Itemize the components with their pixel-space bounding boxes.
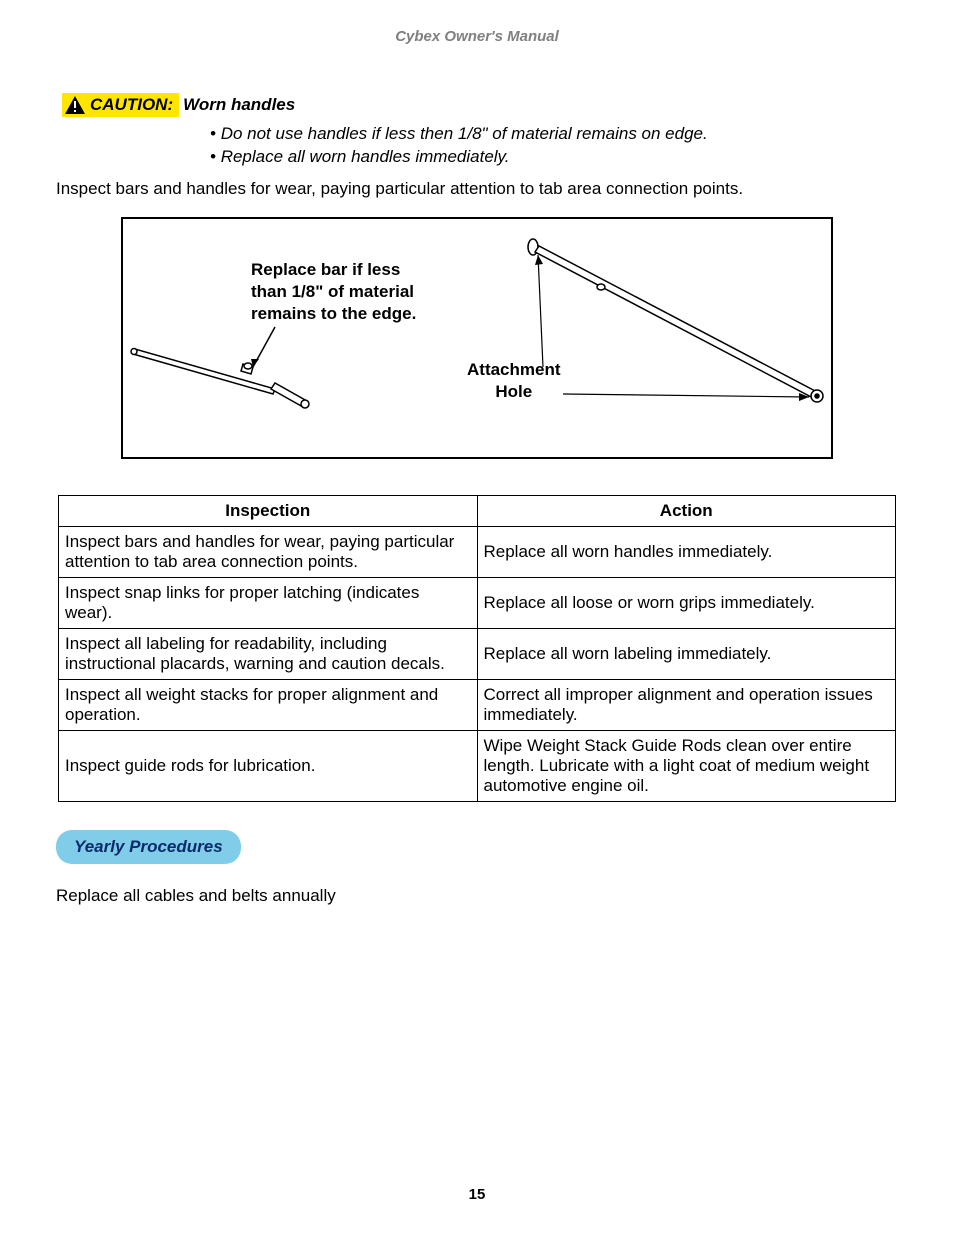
table-row: Inspect all weight stacks for proper ali… xyxy=(59,679,896,730)
cell-action: Wipe Weight Stack Guide Rods clean over … xyxy=(477,730,896,801)
bullet-item: Replace all worn handles immediately. xyxy=(210,146,954,169)
intro-text: Inspect bars and handles for wear, payin… xyxy=(56,179,898,199)
caution-bullets: Do not use handles if less then 1/8" of … xyxy=(210,123,954,169)
header-title: Cybex Owner's Manual xyxy=(395,28,559,45)
inspection-table: Inspection Action Inspect bars and handl… xyxy=(58,495,896,802)
cell-action: Replace all loose or worn grips immediat… xyxy=(477,577,896,628)
cell-action: Replace all worn handles immediately. xyxy=(477,526,896,577)
bullet-item: Do not use handles if less then 1/8" of … xyxy=(210,123,954,146)
caution-badge: CAUTION: xyxy=(62,93,179,117)
yearly-body: Replace all cables and belts annually xyxy=(56,886,898,906)
warning-triangle-icon xyxy=(64,95,86,115)
caution-row: CAUTION: Worn handles xyxy=(62,93,954,117)
table-row: Inspect all labeling for readability, in… xyxy=(59,628,896,679)
diagram-callout: Replace bar if less than 1/8" of materia… xyxy=(251,259,416,325)
cell-inspection: Inspect snap links for proper latching (… xyxy=(59,577,478,628)
cell-action: Replace all worn labeling immediately. xyxy=(477,628,896,679)
page-header: Cybex Owner's Manual xyxy=(0,0,954,45)
yearly-procedures-pill: Yearly Procedures xyxy=(56,830,241,864)
diagram-box: Replace bar if less than 1/8" of materia… xyxy=(121,217,833,459)
cell-inspection: Inspect all weight stacks for proper ali… xyxy=(59,679,478,730)
page-number: 15 xyxy=(0,1186,954,1203)
cell-action: Correct all improper alignment and opera… xyxy=(477,679,896,730)
table-row: Inspect guide rods for lubrication. Wipe… xyxy=(59,730,896,801)
col-inspection: Inspection xyxy=(59,495,478,526)
table-header-row: Inspection Action xyxy=(59,495,896,526)
cell-inspection: Inspect bars and handles for wear, payin… xyxy=(59,526,478,577)
caution-label: CAUTION: xyxy=(90,95,173,115)
cell-inspection: Inspect all labeling for readability, in… xyxy=(59,628,478,679)
table-row: Inspect bars and handles for wear, payin… xyxy=(59,526,896,577)
cell-inspection: Inspect guide rods for lubrication. xyxy=(59,730,478,801)
handle-diagram-svg xyxy=(123,219,831,457)
table-row: Inspect snap links for proper latching (… xyxy=(59,577,896,628)
caution-title: Worn handles xyxy=(183,95,295,115)
col-action: Action xyxy=(477,495,896,526)
diagram-attachment-label: Attachment Hole xyxy=(467,359,561,403)
pill-label: Yearly Procedures xyxy=(74,837,223,856)
